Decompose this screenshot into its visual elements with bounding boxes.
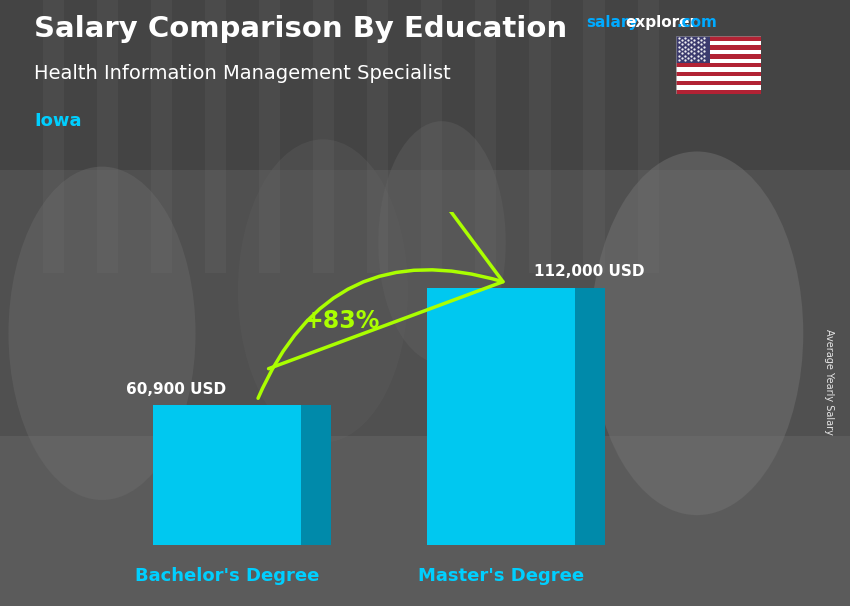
Bar [0,0,850,170]
Bar [676,63,761,67]
Bar [427,288,575,545]
Text: +83%: +83% [303,310,380,333]
Text: Health Information Management Specialist: Health Information Management Specialist [34,64,451,82]
Bar [259,0,280,273]
Bar [153,405,301,545]
Polygon shape [575,288,604,545]
Bar [676,59,761,63]
Bar [676,85,761,90]
Ellipse shape [591,152,803,515]
Bar [676,72,761,76]
Polygon shape [301,405,331,545]
Ellipse shape [378,121,506,364]
Text: Salary Comparison By Education: Salary Comparison By Education [34,15,567,43]
Bar [676,90,761,94]
Text: salary: salary [586,15,639,30]
Bar [0,436,850,606]
Text: .com: .com [677,15,717,30]
Ellipse shape [238,139,408,442]
Bar [676,36,710,63]
Bar [583,0,604,273]
Bar [42,0,64,273]
Bar [638,0,659,273]
Text: Iowa: Iowa [34,112,82,130]
Text: 60,900 USD: 60,900 USD [126,382,225,397]
Bar [530,0,551,273]
Bar [205,0,226,273]
Bar [676,36,761,41]
Bar [676,45,761,50]
Text: explorer: explorer [626,15,698,30]
Bar [475,0,496,273]
Bar [676,76,761,81]
Bar [676,81,761,85]
Ellipse shape [8,167,196,500]
Bar [367,0,388,273]
Bar [676,41,761,45]
Text: Master's Degree: Master's Degree [418,567,584,585]
Text: 112,000 USD: 112,000 USD [535,264,645,279]
Bar [150,0,172,273]
Text: Bachelor's Degree: Bachelor's Degree [135,567,320,585]
Text: Average Yearly Salary: Average Yearly Salary [824,329,834,435]
Bar [313,0,334,273]
Bar [676,54,761,59]
FancyArrowPatch shape [258,81,503,398]
Bar [676,67,761,72]
Bar [676,50,761,54]
Bar [97,0,118,273]
Bar [421,0,442,273]
